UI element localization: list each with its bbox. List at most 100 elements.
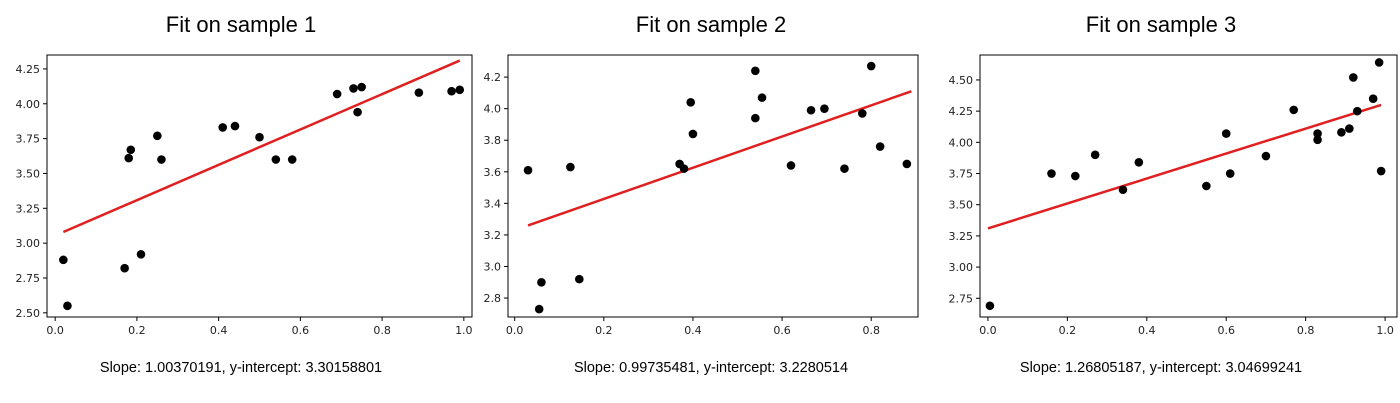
data-point <box>688 129 698 139</box>
y-tick-label: 3.2 <box>484 229 502 242</box>
data-point <box>566 162 575 172</box>
y-tick-label: 3.00 <box>16 237 41 250</box>
chart-title: Fit on sample 2 <box>635 12 787 37</box>
data-point <box>1221 129 1231 138</box>
data-point <box>820 104 829 113</box>
y-tick-label: 4.25 <box>949 105 974 118</box>
data-point <box>271 155 281 164</box>
y-tick-label: 3.25 <box>16 202 41 215</box>
data-point <box>1202 181 1211 191</box>
data-point <box>218 123 228 132</box>
fit-caption: Slope: 1.26805187, y-intercept: 3.046992… <box>1019 360 1303 376</box>
x-tick-label: 0.4 <box>210 324 228 337</box>
x-tick-label: 0.0 <box>979 324 997 337</box>
data-point <box>902 159 912 169</box>
data-point <box>255 132 264 142</box>
data-point <box>1345 124 1354 133</box>
data-point <box>63 301 72 311</box>
y-tick-label: 3.25 <box>949 230 974 243</box>
y-tick-label: 4.25 <box>16 63 41 76</box>
fit-caption: Slope: 1.00370191, y-intercept: 3.301588… <box>99 360 383 376</box>
x-tick-label: 0.6 <box>292 324 310 337</box>
scatter-plot-3: 0.0 0.2 0.4 0.6 0.8 1.0 2.75 3.00 3.25 3.50 3.75 4.… <box>949 54 1398 337</box>
data-point <box>136 249 146 259</box>
scatter-plot-1: 0.0 0.2 0.4 0.6 0.8 1.0 2.50 2.75 3.00 3.25 3.50 3.… <box>16 54 473 337</box>
data-point <box>1071 171 1080 181</box>
fit-caption: Slope: 0.99735481, y-intercept: 3.228051… <box>573 360 849 376</box>
y-tick-label: 3.6 <box>484 166 502 179</box>
data-point <box>840 164 849 173</box>
data-point <box>751 113 760 123</box>
data-point <box>1368 94 1378 103</box>
data-point <box>357 82 366 92</box>
y-tick-label: 4.00 <box>16 98 41 111</box>
y-tick-label: 3.8 <box>484 134 502 147</box>
x-tick-label: 0.0 <box>46 324 64 337</box>
x-tick-label: 0.6 <box>1217 324 1235 337</box>
plot-frame <box>46 54 473 318</box>
x-tick-label: 1.0 <box>455 324 473 337</box>
y-tick-label: 3.75 <box>949 168 974 181</box>
fit-line <box>62 59 461 234</box>
data-point <box>575 274 584 284</box>
data-point <box>751 66 760 76</box>
x-tick-label: 0.8 <box>862 324 880 337</box>
data-point <box>157 155 166 164</box>
x-tick-label: 0.2 <box>128 324 146 337</box>
data-point <box>1313 129 1322 138</box>
fit-line <box>527 90 912 227</box>
x-tick-label: 0.4 <box>1138 324 1156 337</box>
x-tick-label: 1.0 <box>1376 324 1394 337</box>
y-tick-label: 2.50 <box>16 307 41 320</box>
data-point <box>786 161 796 170</box>
data-point <box>1289 105 1299 115</box>
data-point <box>455 85 465 95</box>
y-tick-label: 3.50 <box>949 199 974 212</box>
data-point <box>1134 157 1144 167</box>
data-point <box>757 93 767 102</box>
data-point <box>353 107 362 117</box>
data-point <box>332 89 342 99</box>
data-point <box>534 304 544 314</box>
data-point <box>985 301 995 311</box>
y-tick-label: 2.75 <box>949 292 974 305</box>
data-point <box>153 131 162 141</box>
data-point <box>875 142 885 151</box>
data-point <box>287 155 297 164</box>
x-tick-label: 0.2 <box>1059 324 1077 337</box>
fit-line <box>987 103 1382 230</box>
data-point <box>1118 185 1128 195</box>
x-tick-label: 0.6 <box>773 324 791 337</box>
data-point <box>857 109 867 118</box>
y-tick-label: 4.0 <box>484 103 502 116</box>
y-tick-label: 3.0 <box>484 260 502 273</box>
y-tick-label: 2.75 <box>16 272 41 285</box>
data-point <box>537 277 546 287</box>
chart-panel-3: Fit on sample 3 0.0 0.2 0.4 0.6 0.8 1.0 2.75 3.… <box>930 0 1398 403</box>
data-point <box>679 164 689 173</box>
data-point <box>120 263 129 273</box>
data-point <box>1261 151 1271 161</box>
data-point <box>1090 150 1100 160</box>
data-point <box>1337 128 1346 137</box>
y-tick-label: 4.00 <box>949 136 974 149</box>
data-point <box>1352 106 1362 116</box>
data-point <box>523 165 533 175</box>
y-tick-label: 4.50 <box>949 74 974 87</box>
y-tick-label: 3.4 <box>484 197 502 210</box>
chart-title: Fit on sample 1 <box>165 12 317 37</box>
data-point <box>1374 58 1384 67</box>
data-point <box>686 98 696 107</box>
data-point <box>349 84 358 93</box>
data-point <box>447 86 456 96</box>
plot-frame <box>507 54 919 318</box>
data-point <box>806 105 816 115</box>
y-tick-label: 3.00 <box>949 261 974 274</box>
plot-frame <box>979 54 1398 318</box>
x-tick-label: 0.8 <box>373 324 391 337</box>
data-point <box>414 88 424 97</box>
data-point <box>124 153 134 163</box>
data-point <box>866 61 876 71</box>
x-tick-label: 0.2 <box>595 324 613 337</box>
chart-panel-1: Fit on sample 1 0.0 0.2 0.4 0.6 0.8 1.0 2.50 2.… <box>10 0 473 403</box>
